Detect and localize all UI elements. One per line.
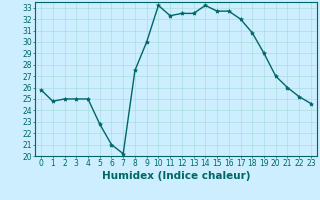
- X-axis label: Humidex (Indice chaleur): Humidex (Indice chaleur): [102, 171, 250, 181]
